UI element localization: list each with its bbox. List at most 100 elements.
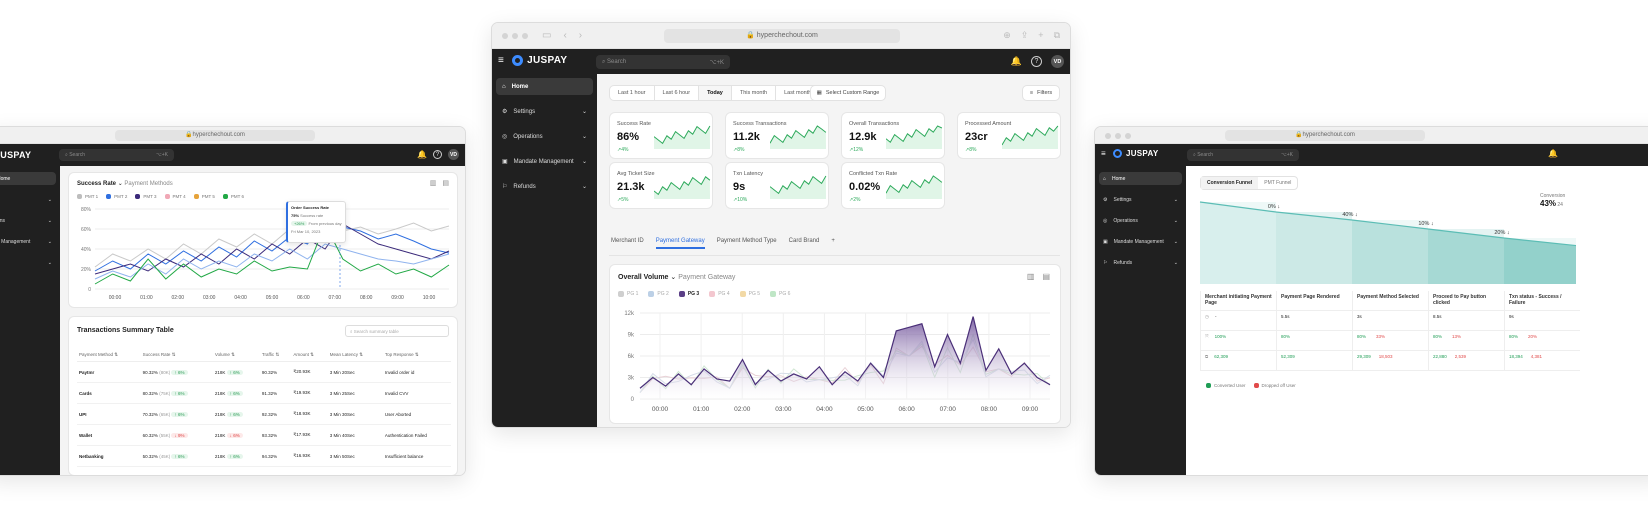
filter-last-month[interactable]: Last month <box>784 90 812 96</box>
kpi-card[interactable]: Processed Amount 23cr ↗8% <box>957 112 1061 159</box>
legend-item[interactable]: PMT 6 <box>222 194 244 199</box>
legend-item[interactable]: PG 4 <box>709 291 730 297</box>
legend-item[interactable]: PMT 2 <box>106 194 127 199</box>
sort-icon[interactable]: ⇅ <box>308 352 314 357</box>
sidebar-item-home[interactable]: Home <box>0 172 56 185</box>
column-header[interactable]: Traffic ⇅ <box>259 349 292 362</box>
sidebar-item-settings[interactable]: ⚙ Settings ⌄ <box>502 108 587 116</box>
column-header[interactable]: Success Rate ⇅ <box>140 349 213 362</box>
column-header[interactable]: Payment Method ⇅ <box>77 349 141 362</box>
legend-item[interactable]: PMT 4 <box>164 194 186 199</box>
tab-merchant-id[interactable]: Merchant ID <box>611 238 644 244</box>
x-tick-label: 03:00 <box>775 406 792 413</box>
kpi-card[interactable]: Txn Latency 9s ↗10% <box>725 162 829 209</box>
tab-conversion-funnel[interactable]: Conversion Funnel <box>1201 177 1259 189</box>
filter-last-1-hour[interactable]: Last 1 hour <box>610 86 655 100</box>
share-icon[interactable]: ⇪ <box>1020 30 1029 40</box>
area-chart-icon[interactable]: ▤ <box>1042 272 1050 281</box>
sidebar-item-operations[interactable]: ◎ Operations ⌄ <box>502 133 587 141</box>
bell-icon[interactable]: 🔔 <box>417 150 427 159</box>
tab-card-brand[interactable]: Card Brand <box>788 238 820 244</box>
sort-icon[interactable]: ⇅ <box>274 352 280 357</box>
column-header[interactable]: Volume ⇅ <box>212 349 260 362</box>
download-icon[interactable]: ⊕ <box>1003 30 1011 40</box>
back-icon[interactable]: ‹ <box>563 30 567 41</box>
filter-this-month[interactable]: This month <box>732 86 777 100</box>
custom-range-button[interactable]: ▦ Select Custom Range <box>810 85 886 101</box>
legend-item[interactable]: PG 1 <box>618 291 638 297</box>
sidebar-item-mandate[interactable]: ▣ Mandate Management ⌄ <box>1103 238 1178 245</box>
sidebar-toggle-icon[interactable]: ▭ <box>542 30 552 41</box>
forward-icon[interactable]: › <box>578 30 583 41</box>
avatar[interactable]: VD <box>1051 55 1064 68</box>
sort-icon[interactable]: ⇅ <box>357 352 364 357</box>
bell-icon[interactable]: 🔔 <box>1010 56 1022 66</box>
kpi-card[interactable]: Success Transactions 11.2k ↗8% <box>725 112 829 159</box>
bar-chart-icon[interactable]: ▥ <box>1026 272 1035 281</box>
table-row[interactable]: Paytmr 90.32% (80K) ↑ 6% 218K ↑ 6% 90.32% ₹2… <box>77 361 451 383</box>
column-header[interactable]: Mean Latency ⇅ <box>327 349 383 362</box>
sidebar-item-settings[interactable]: ⚙ Settings ⌄ <box>1103 196 1178 203</box>
address-bar[interactable]: 🔒hyperchechout.com <box>115 130 315 141</box>
address-bar[interactable]: 🔒 hyperchechout.com <box>664 29 900 43</box>
legend-item[interactable]: PG 5 <box>739 291 760 297</box>
sidebar-item-settings[interactable]: s⌄ <box>0 193 56 206</box>
table-row[interactable]: Wallet 60.32% (55K) ↓ 9% 218K ↓ 6% 93.32% ₹1… <box>77 424 451 446</box>
table-row[interactable]: Cards 80.32% (75K) ↑ 6% 218K ↑ 6% 91.32% ₹19… <box>77 382 451 404</box>
avatar[interactable]: VD <box>448 149 459 160</box>
table-row[interactable]: Netbanking 50.32% (45K) ↑ 6% 218K ↑ 6% 94.3… <box>77 445 451 467</box>
legend-item[interactable]: PMT 1 <box>77 194 98 199</box>
bar-chart-icon[interactable]: ▥ <box>429 180 437 187</box>
tabs-overview-icon[interactable]: ⧉ <box>1053 30 1060 40</box>
sort-icon[interactable]: ⇅ <box>170 352 176 357</box>
search-input[interactable]: ⌕ Search ⌥+K <box>59 149 174 161</box>
legend-item[interactable]: PG 6 <box>770 291 790 297</box>
kpi-card[interactable]: Conflicted Txn Rate 0.02% ↗2% <box>841 162 945 209</box>
sort-icon[interactable]: ⇅ <box>113 352 119 357</box>
help-icon[interactable]: ? <box>433 150 442 159</box>
line-chart-icon[interactable]: ▤ <box>442 180 449 187</box>
help-icon[interactable]: ? <box>1031 56 1042 67</box>
menu-icon[interactable]: ≡ <box>1101 149 1106 158</box>
sidebar-item-refunds[interactable]: ⚐ Refunds ⌄ <box>1103 259 1178 266</box>
menu-icon[interactable]: ≡ <box>498 55 505 66</box>
x-tick-label: 04:00 <box>816 406 833 413</box>
legend-item[interactable]: PMT 3 <box>135 194 157 199</box>
column-header[interactable]: Top Response ⇅ <box>382 349 451 362</box>
kpi-card[interactable]: Success Rate 86% ↗4% <box>609 112 713 159</box>
legend-item[interactable]: PMT 5 <box>193 194 215 199</box>
tab-pmt-funnel[interactable]: PMT Funnel <box>1264 180 1292 186</box>
filter-last-6-hour[interactable]: Last 6 hour <box>655 86 700 100</box>
sidebar-item-mandate[interactable]: e Management ⌄ <box>0 238 52 245</box>
sidebar-item-refunds[interactable]: ⚐ Refunds ⌄ <box>502 183 587 191</box>
x-tick-label: 04:00 <box>234 295 247 301</box>
column-header[interactable]: Amount ⇅ <box>291 349 328 362</box>
kpi-card[interactable]: Overall Transactions 12.9k ↗12% <box>841 112 945 159</box>
tab-payment-gateway[interactable]: Payment Gateway <box>655 238 705 249</box>
x-tick-label: 08:00 <box>981 406 998 413</box>
legend-item[interactable]: PG 2 <box>648 291 669 297</box>
address-bar[interactable]: 🔒hyperchechout.com <box>1225 130 1425 141</box>
add-tab-button[interactable]: + <box>831 238 835 244</box>
filters-button[interactable]: ≡ Filters <box>1022 85 1060 101</box>
filter-today[interactable]: Today <box>699 86 732 100</box>
sidebar-item-refunds[interactable]: s⌄ <box>0 256 56 269</box>
chart-title[interactable]: Overall Volume ⌄ Payment Gateway <box>618 274 736 281</box>
sidebar-item-operations[interactable]: ons⌄ <box>0 217 52 224</box>
sidebar-item-operations[interactable]: ◎ Operations ⌄ <box>1103 217 1178 224</box>
sidebar-item-mandate[interactable]: ▣ Mandate Management ⌄ <box>502 158 587 166</box>
search-input[interactable]: ⌕ Search ⌥+K <box>596 55 730 69</box>
sidebar-item-home[interactable]: ⌂ Home <box>1099 172 1182 185</box>
sort-icon[interactable]: ⇅ <box>413 352 419 357</box>
legend-item[interactable]: PG 3 <box>678 291 699 297</box>
tab-payment-method-type[interactable]: Payment Method Type <box>716 238 777 244</box>
table-search-input[interactable]: ⌕ Search summary table <box>345 325 449 337</box>
bell-icon[interactable]: 🔔 <box>1548 149 1558 158</box>
chart-title[interactable]: Success Rate ⌄ Payment Methods <box>77 181 173 187</box>
new-tab-icon[interactable]: + <box>1038 30 1044 40</box>
search-input[interactable]: ⌕ Search ⌥+K <box>1187 149 1299 161</box>
sidebar-item-home[interactable]: ⌂ Home <box>496 78 593 95</box>
table-row[interactable]: UPI 70.32% (65K) ↑ 6% 218K ↑ 6% 92.32% ₹18.9… <box>77 403 451 425</box>
kpi-card[interactable]: Avg Ticket Size 21.3k ↗5% <box>609 162 713 209</box>
sort-icon[interactable]: ⇅ <box>229 352 235 357</box>
